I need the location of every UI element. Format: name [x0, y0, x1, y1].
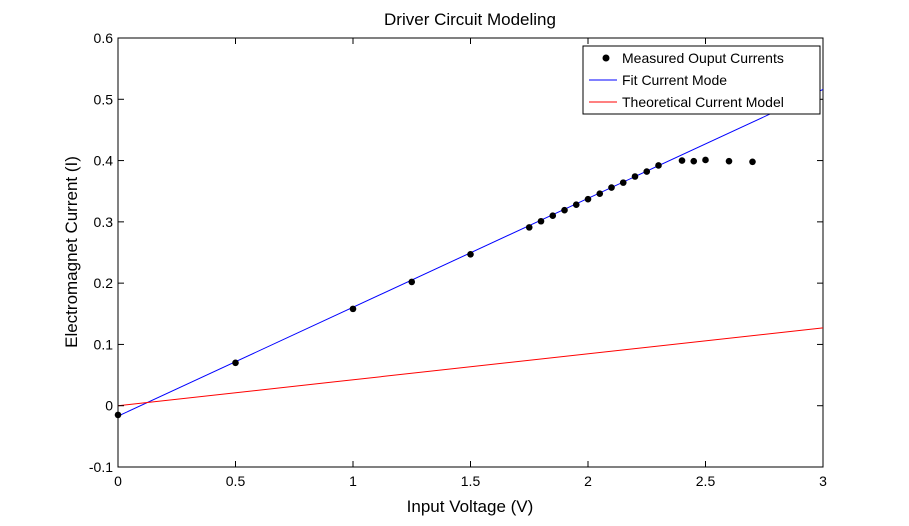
y-tick-label: 0.2	[94, 275, 114, 291]
data-point	[561, 206, 568, 214]
data-point	[690, 157, 698, 165]
data-point	[537, 217, 545, 225]
y-tick-label: 0.3	[94, 214, 114, 230]
chart-title: Driver Circuit Modeling	[384, 10, 556, 29]
data-point	[549, 212, 557, 220]
x-tick-label: 2	[584, 473, 592, 489]
data-point	[619, 179, 627, 186]
legend-marker-measured	[602, 54, 610, 62]
series-layer	[114, 89, 824, 419]
data-point	[572, 201, 580, 208]
legend: Measured Ouput Currents Fit Current Mode…	[582, 45, 821, 115]
data-point	[702, 156, 709, 164]
data-point	[749, 158, 756, 166]
x-tick-label: 1	[349, 473, 357, 489]
data-point	[584, 195, 592, 203]
y-tick-label: 0.6	[94, 30, 114, 46]
y-tick-label: -0.1	[89, 459, 113, 475]
data-point	[608, 184, 615, 191]
y-tick-label: 0.1	[94, 336, 114, 352]
ticks-layer: 0 0.5 1 1.5 2 2.5 3-0.100.10.20.30.40.50.6	[89, 30, 827, 489]
x-axis-label: Input Voltage (V)	[407, 497, 534, 516]
data-point	[525, 224, 533, 231]
data-point	[631, 173, 639, 180]
data-point	[678, 157, 686, 164]
x-tick-label: 2.5	[696, 473, 716, 489]
x-tick-label: 1.5	[461, 473, 481, 489]
data-point	[596, 190, 604, 197]
data-point	[467, 251, 474, 258]
x-tick-label: 0.5	[226, 473, 246, 489]
legend-box	[582, 45, 821, 115]
y-tick-label: 0.4	[94, 153, 114, 169]
data-point	[408, 278, 416, 286]
y-axis-label: Electromagnet Current (I)	[62, 156, 81, 348]
data-point	[725, 157, 733, 165]
x-tick-label: 0	[114, 473, 122, 489]
data-point	[114, 411, 122, 419]
series-line-2	[117, 327, 824, 407]
legend-label-fit: Fit Current Mode	[622, 72, 727, 88]
data-point	[655, 162, 662, 169]
data-point	[349, 305, 357, 313]
x-tick-label: 3	[819, 473, 827, 489]
data-point	[232, 359, 239, 367]
legend-label-measured: Measured Ouput Currents	[622, 50, 784, 66]
y-tick-label: 0.5	[94, 91, 114, 107]
y-tick-label: 0	[105, 398, 113, 414]
data-point	[643, 168, 651, 175]
legend-label-theoretical: Theoretical Current Model	[622, 94, 784, 110]
